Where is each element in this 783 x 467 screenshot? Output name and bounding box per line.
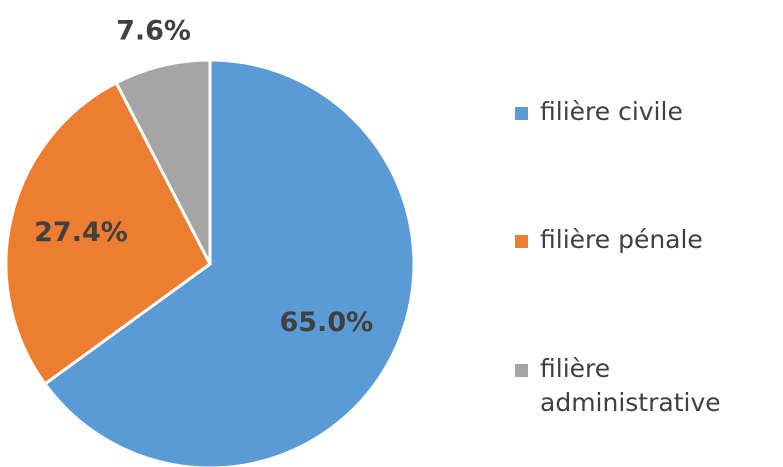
pie-slice [4, 80, 212, 387]
pie-slice [114, 58, 212, 265]
legend-swatch [515, 235, 528, 248]
pie-slice [42, 58, 416, 467]
legend-swatch [515, 364, 528, 377]
data-label: 65.0% [279, 307, 373, 338]
data-label: 7.6% [116, 16, 191, 47]
legend-item: filière administrative [515, 352, 783, 420]
legend-label: filière pénale [540, 225, 703, 254]
legend-label: filière civile [540, 97, 683, 126]
legend-item: filière pénale [515, 223, 783, 257]
legend-swatch [515, 107, 528, 120]
pie: 65.0% 27.4% 7.6% [4, 16, 416, 467]
legend-item: filière civile [515, 95, 783, 129]
legend-label: filière administrative [540, 354, 721, 417]
data-label: 27.4% [34, 217, 128, 248]
